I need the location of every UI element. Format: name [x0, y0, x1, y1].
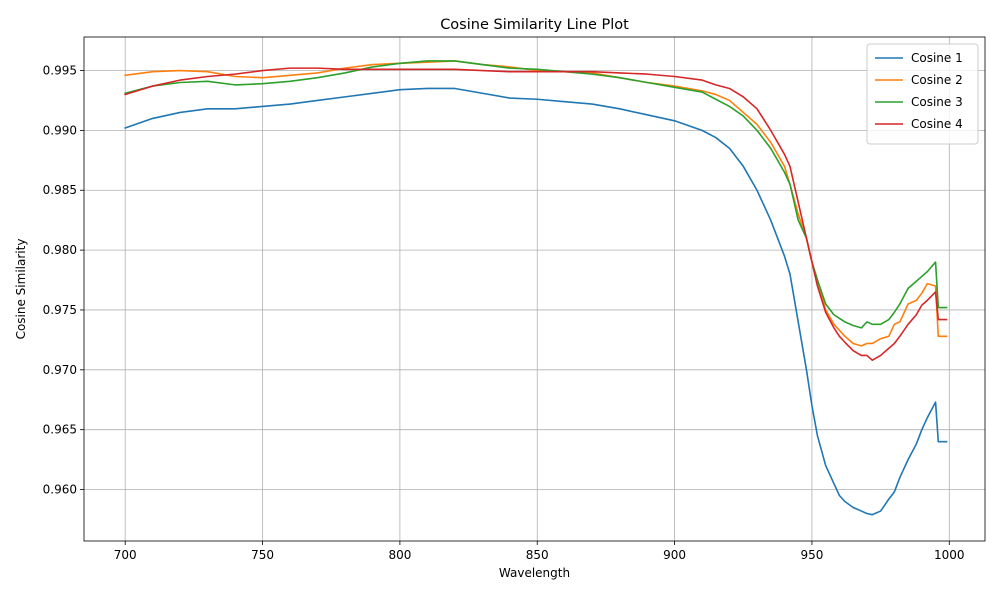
- x-tick-label: 850: [526, 548, 549, 562]
- y-tick-label: 0.965: [43, 423, 77, 437]
- grid: [84, 37, 985, 541]
- y-tick-label: 0.990: [43, 123, 77, 137]
- legend-label-2: Cosine 2: [911, 73, 963, 87]
- y-axis-title: Cosine Similarity: [14, 239, 28, 340]
- x-tick-label: 750: [251, 548, 274, 562]
- legend-label-3: Cosine 3: [911, 95, 963, 109]
- y-tick-label: 0.985: [43, 183, 77, 197]
- y-tick-label: 0.960: [43, 483, 77, 497]
- series-line-2: [124, 60, 948, 347]
- axis-ticks: 700 750 800 850 900 950 1000 0.960 0.965 0.970 0.9…: [43, 64, 965, 562]
- chart-title: Cosine Similarity Line Plot: [440, 17, 629, 33]
- legend-label-1: Cosine 1: [911, 51, 963, 65]
- legend-label-4: Cosine 4: [911, 117, 963, 131]
- y-tick-label: 0.975: [43, 303, 77, 317]
- x-tick-label: 800: [388, 548, 411, 562]
- plot-frame: [83, 36, 986, 542]
- x-tick-label: 950: [800, 548, 823, 562]
- series-line-1: [124, 87, 948, 516]
- y-tick-label: 0.970: [43, 363, 77, 377]
- x-tick-label: 700: [114, 548, 137, 562]
- y-tick-label: 0.980: [43, 243, 77, 257]
- x-tick-label: 1000: [934, 548, 965, 562]
- x-tick-label: 900: [663, 548, 686, 562]
- series-lines: [124, 60, 948, 516]
- y-tick-label: 0.995: [43, 64, 77, 78]
- legend: Cosine 1 Cosine 2 Cosine 3 Cosine 4: [866, 43, 979, 145]
- series-line-4: [124, 67, 948, 362]
- x-axis-title: Wavelength: [499, 566, 570, 580]
- legend-box: [866, 43, 979, 145]
